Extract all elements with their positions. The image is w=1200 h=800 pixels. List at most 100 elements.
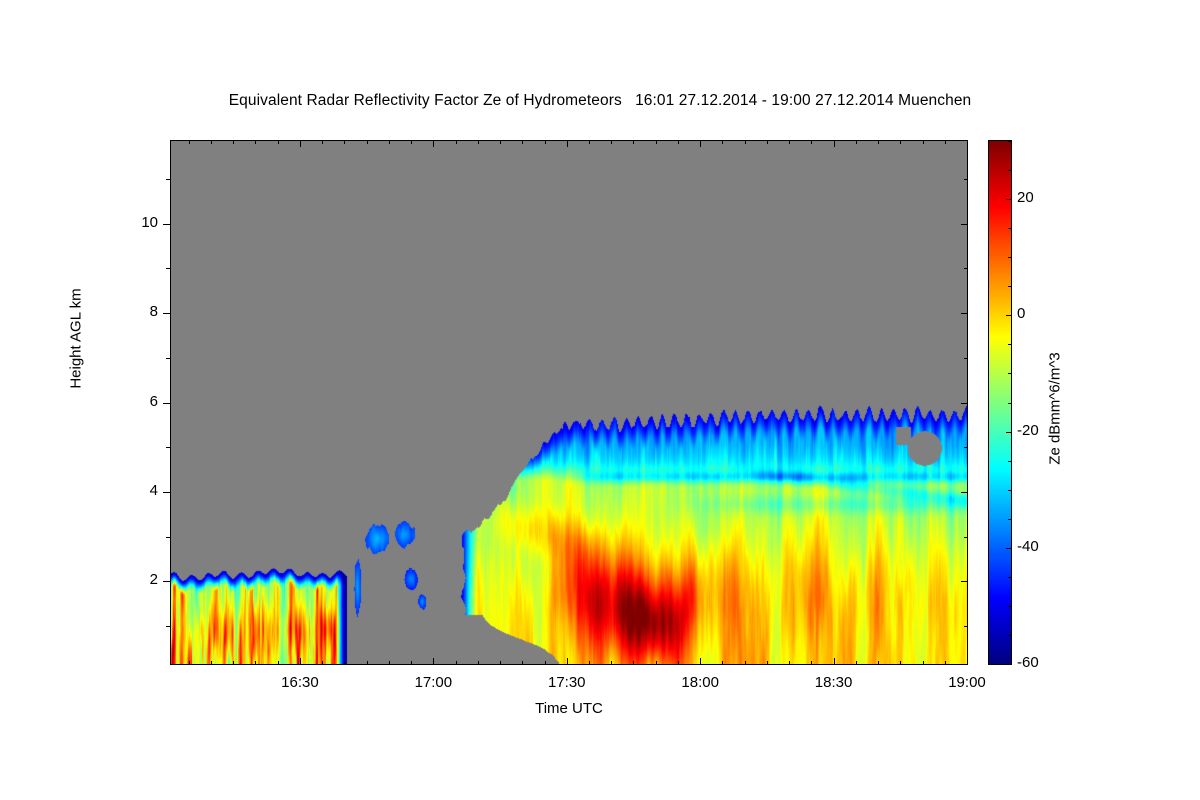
x-axis-minor-tick — [255, 661, 256, 665]
colorbar-major-tick — [1006, 432, 1012, 433]
colorbar-minor-tick — [1008, 635, 1012, 636]
x-axis-tick-label: 18:00 — [681, 674, 719, 691]
colorbar-tick-label: 0 — [1017, 305, 1026, 323]
y-axis-minor-tick-right — [964, 358, 968, 359]
x-axis-major-tick-top — [300, 140, 301, 147]
x-axis-tick-label: 19:00 — [948, 674, 986, 691]
y-axis-minor-tick-right — [964, 626, 968, 627]
x-axis-minor-tick-top — [589, 140, 590, 144]
y-axis-minor-tick-right — [964, 179, 968, 180]
x-axis-minor-tick — [211, 661, 212, 665]
y-axis-major-tick — [163, 403, 170, 404]
colorbar-tick-label: -60 — [1017, 654, 1039, 671]
x-axis-minor-tick — [233, 661, 234, 665]
y-axis-minor-tick-right — [964, 537, 968, 538]
x-axis-minor-tick — [722, 661, 723, 665]
y-axis-title: Height AGL km — [67, 288, 85, 389]
x-axis-minor-tick — [589, 661, 590, 665]
y-axis-minor-tick — [166, 268, 170, 269]
x-axis-minor-tick — [656, 661, 657, 665]
x-axis-tick-label: 17:30 — [547, 674, 586, 691]
x-axis-minor-tick — [545, 661, 546, 665]
x-axis-minor-tick-top — [456, 140, 457, 144]
x-axis-minor-tick — [878, 661, 879, 665]
x-axis-minor-tick — [344, 661, 345, 665]
x-axis-minor-tick — [189, 661, 190, 665]
colorbar-tick-label: -40 — [1017, 537, 1039, 555]
x-axis-minor-tick — [389, 661, 390, 665]
x-axis-minor-tick — [900, 661, 901, 665]
colorbar-minor-tick — [1008, 170, 1012, 171]
x-axis-minor-tick — [322, 661, 323, 665]
x-axis-minor-tick — [745, 661, 746, 665]
x-axis-major-tick — [700, 658, 701, 665]
colorbar-minor-tick — [1008, 141, 1012, 142]
x-axis-minor-tick-top — [923, 140, 924, 144]
x-axis-minor-tick — [278, 661, 279, 665]
x-axis-major-tick — [567, 658, 568, 665]
x-axis-major-tick-top — [834, 140, 835, 147]
colorbar-major-tick — [1006, 664, 1012, 665]
x-axis-minor-tick — [522, 661, 523, 665]
colorbar — [988, 140, 1012, 665]
x-axis-minor-tick-top — [811, 140, 812, 144]
x-axis-major-tick-top — [567, 140, 568, 147]
colorbar-tick-label: -20 — [1017, 421, 1039, 439]
x-axis-minor-tick-top — [233, 140, 234, 144]
x-axis-minor-tick-top — [856, 140, 857, 144]
x-axis-minor-tick — [811, 661, 812, 665]
x-axis-minor-tick-top — [189, 140, 190, 144]
y-axis-minor-tick — [166, 358, 170, 359]
x-axis-minor-tick — [367, 661, 368, 665]
x-axis-minor-tick-top — [344, 140, 345, 144]
y-axis-tick-label: 8 — [149, 303, 158, 321]
y-axis-major-tick — [163, 492, 170, 493]
x-axis-minor-tick — [767, 661, 768, 665]
colorbar-gradient — [989, 141, 1011, 664]
colorbar-minor-tick — [1008, 257, 1012, 258]
colorbar-tick-label: 20 — [1017, 189, 1034, 207]
x-axis-minor-tick — [678, 661, 679, 665]
y-axis-major-tick — [163, 313, 170, 314]
colorbar-major-tick — [1006, 199, 1012, 200]
y-axis-minor-tick — [166, 447, 170, 448]
x-axis-minor-tick-top — [878, 140, 879, 144]
x-axis-minor-tick-top — [678, 140, 679, 144]
y-axis-major-tick — [163, 224, 170, 225]
x-axis-minor-tick — [411, 661, 412, 665]
x-axis-minor-tick-top — [545, 140, 546, 144]
y-axis-tick-label: 4 — [149, 481, 158, 499]
x-axis-major-tick — [967, 658, 968, 665]
page-title: Equivalent Radar Reflectivity Factor Ze … — [228, 92, 972, 109]
x-axis-minor-tick-top — [411, 140, 412, 144]
x-axis-minor-tick-top — [211, 140, 212, 144]
x-axis-major-tick — [433, 658, 434, 665]
x-axis-minor-tick — [923, 661, 924, 665]
x-axis-major-tick-top — [433, 140, 434, 147]
x-axis-minor-tick — [500, 661, 501, 665]
x-axis-minor-tick — [633, 661, 634, 665]
y-axis-minor-tick — [166, 626, 170, 627]
y-axis-tick-label: 6 — [149, 392, 158, 410]
plot-area — [170, 140, 968, 665]
x-axis-minor-tick-top — [611, 140, 612, 144]
colorbar-minor-tick — [1008, 286, 1012, 287]
colorbar-minor-tick — [1008, 373, 1012, 374]
y-axis-major-tick-right — [961, 492, 968, 493]
colorbar-minor-tick — [1008, 577, 1012, 578]
y-axis-minor-tick-right — [964, 268, 968, 269]
x-axis-minor-tick-top — [278, 140, 279, 144]
x-axis-major-tick-top — [967, 140, 968, 147]
y-axis-minor-tick — [166, 179, 170, 180]
x-axis-minor-tick — [945, 661, 946, 665]
colorbar-minor-tick — [1008, 606, 1012, 607]
x-axis-minor-tick — [478, 661, 479, 665]
colorbar-major-tick — [1006, 315, 1012, 316]
x-axis-major-tick — [300, 658, 301, 665]
y-axis-tick-label: 2 — [149, 571, 158, 589]
x-axis-minor-tick-top — [367, 140, 368, 144]
x-axis-minor-tick — [611, 661, 612, 665]
colorbar-minor-tick — [1008, 403, 1012, 404]
y-axis-major-tick-right — [961, 581, 968, 582]
